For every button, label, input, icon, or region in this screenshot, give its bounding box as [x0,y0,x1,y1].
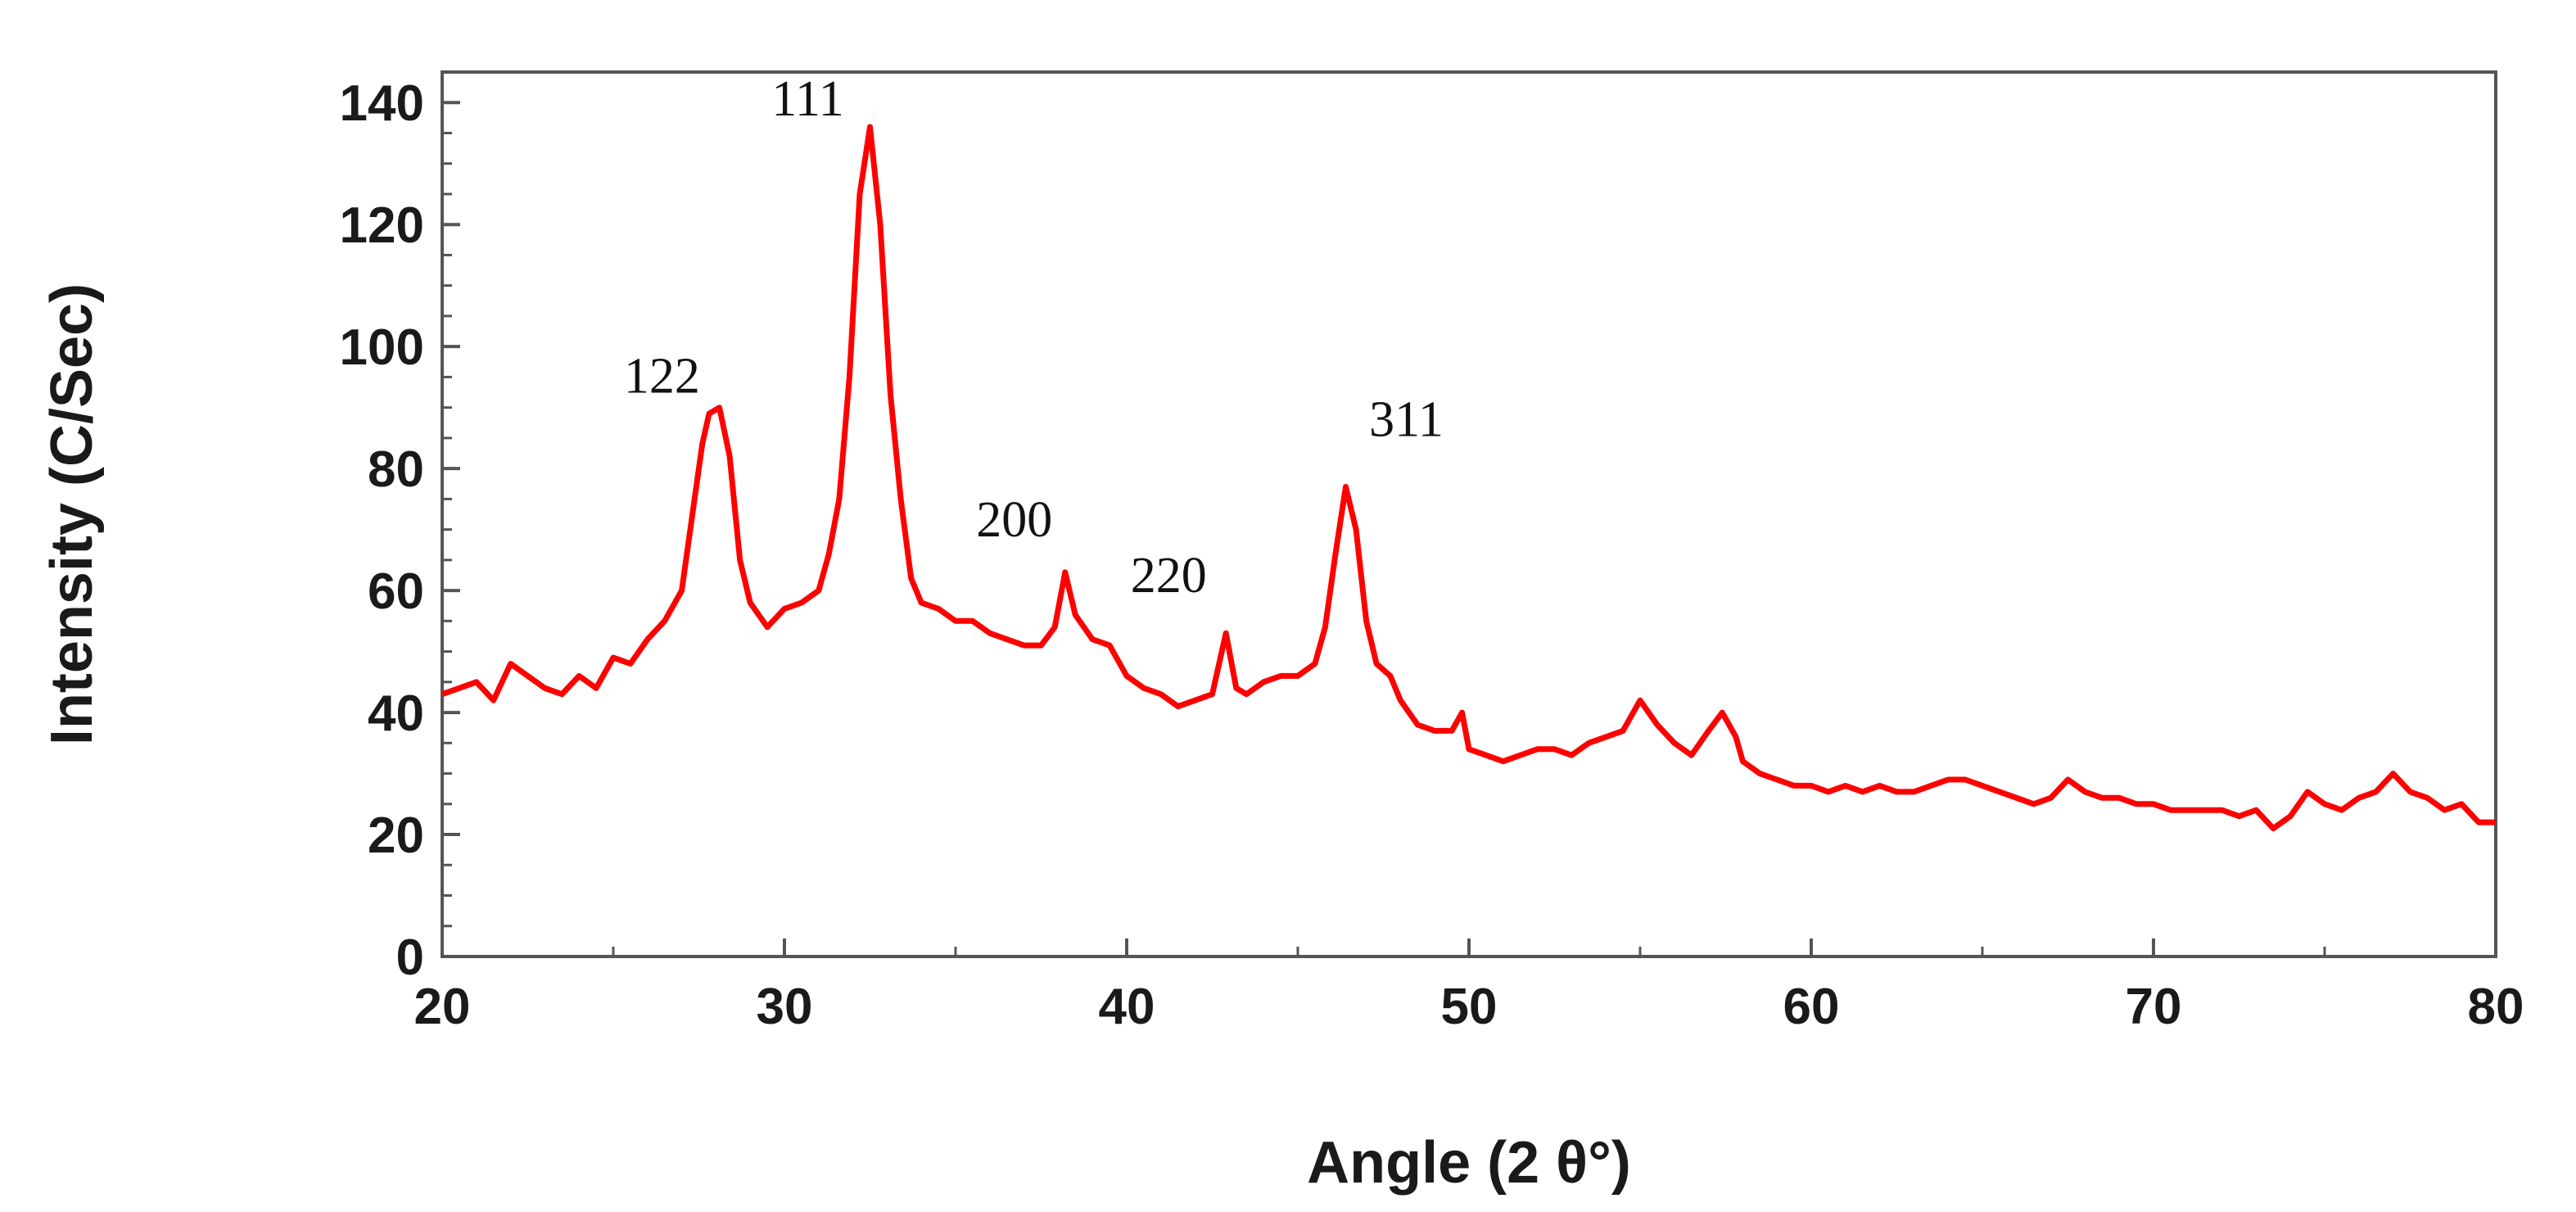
y-tick-label: 100 [340,319,424,376]
y-tick-label: 40 [368,685,424,742]
peak-label-311: 311 [1369,391,1444,447]
y-tick-label: 120 [340,197,424,254]
y-axis-title: Intensity (C/Sec) [39,283,105,745]
x-tick-label: 60 [1783,979,1840,1035]
plot-frame [441,70,2497,958]
x-tick-label: 50 [1441,979,1498,1035]
y-tick-label: 140 [340,75,424,132]
y-tick-label: 60 [368,563,424,620]
peak-labels: 122 111 200 220 311 [624,71,1444,604]
x-tick-label: 70 [2126,979,2182,1035]
x-axis-title: Angle (2 θ°) [1307,1130,1631,1196]
y-tick-label: 20 [368,807,424,864]
peak-label-200: 200 [976,492,1052,548]
peak-label-220: 220 [1131,548,1207,604]
peak-label-111: 111 [771,71,843,127]
x-tick-label: 40 [1099,979,1155,1035]
minor-ticks [442,131,2326,956]
peak-label-122: 122 [624,349,700,405]
x-tick-label: 80 [2468,979,2524,1035]
y-tick-labels: 0 20 40 60 80 100 120 140 [340,75,424,986]
major-ticks [441,101,2497,958]
y-tick-label: 0 [396,929,424,986]
x-tick-label: 20 [414,979,471,1035]
series-line [441,124,2496,832]
x-tick-labels: 20 30 40 50 60 70 80 [414,979,2524,1035]
y-tick-label: 80 [368,441,424,498]
x-tick-label: 30 [757,979,813,1035]
